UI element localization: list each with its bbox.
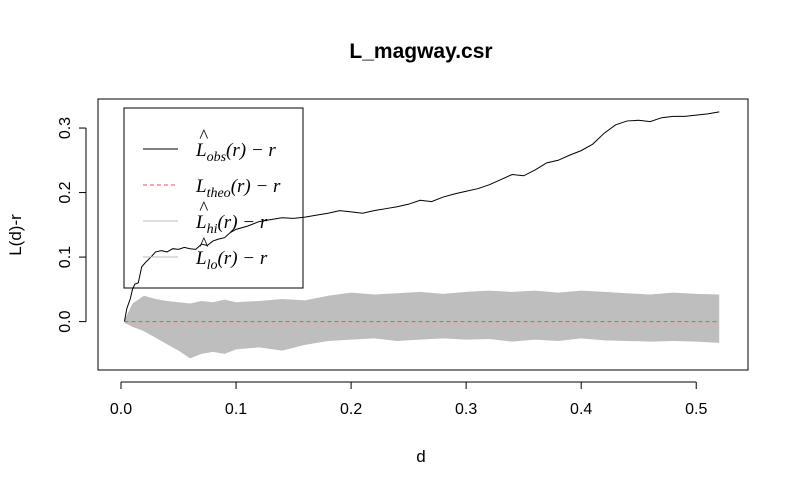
x-tick-label: 0.2 [340, 401, 362, 418]
y-tick-label: 0.2 [57, 181, 74, 203]
plot-frame [97, 98, 749, 371]
x-tick-label: 0.3 [455, 401, 477, 418]
legend-hat-lo: ^ [199, 234, 209, 255]
x-tick-label: 0.1 [225, 401, 247, 418]
x-tick-label: 0.5 [685, 401, 707, 418]
legend-label-lo: Llo(r) − r [195, 248, 268, 273]
legend-box [123, 107, 304, 289]
legend-label-theo: Ltheo(r) − r [195, 176, 281, 201]
x-tick-label: 0.0 [110, 401, 132, 418]
legend-label-obs: Lobs(r) − r [195, 140, 276, 165]
chart-title: L_magway.csr [349, 40, 492, 63]
x-axis: 0.0 0.1 0.2 0.3 0.4 0.5 [110, 381, 707, 418]
envelope-band [124, 290, 720, 359]
legend-label-hi: Lhi(r) − r [195, 212, 268, 237]
legend-hat-hi: ^ [199, 198, 209, 219]
y-tick-label: 0.1 [57, 246, 74, 268]
y-tick-label: 0.0 [57, 310, 74, 332]
y-axis: 0.0 0.1 0.2 0.3 [57, 117, 87, 333]
series-line-obs [123, 111, 720, 322]
plot-area [123, 111, 720, 359]
legend-hat-obs: ^ [199, 126, 209, 147]
x-axis-label: d [416, 447, 425, 466]
y-axis-label: L(d)-r [6, 214, 25, 256]
x-tick-label: 0.4 [570, 401, 592, 418]
y-tick-label: 0.3 [57, 117, 74, 139]
